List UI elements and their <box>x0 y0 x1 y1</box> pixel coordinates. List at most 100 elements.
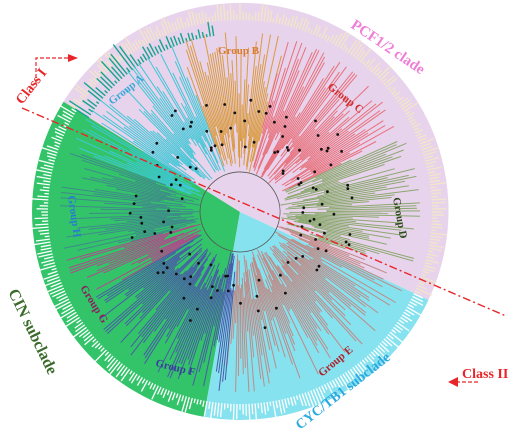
node-dot <box>257 310 260 313</box>
node-dot <box>153 232 156 235</box>
node-dot <box>269 105 272 108</box>
node-dot <box>298 149 301 152</box>
group-b-label: Group B <box>218 45 260 57</box>
node-dot <box>325 249 328 252</box>
outer-bar <box>230 4 231 20</box>
node-dot <box>233 112 236 115</box>
outer-bar <box>227 10 228 20</box>
node-dot <box>239 302 242 305</box>
node-dot <box>312 187 315 190</box>
node-dot <box>175 273 178 276</box>
node-dot <box>220 130 223 133</box>
outer-bar <box>35 224 48 225</box>
node-dot <box>316 269 319 272</box>
node-dot <box>326 150 329 153</box>
node-dot <box>313 218 316 221</box>
class-two-arrow-icon <box>448 377 458 387</box>
node-dot <box>249 99 252 102</box>
node-dot <box>157 271 160 274</box>
outer-bar <box>258 12 259 21</box>
node-dot <box>221 143 224 146</box>
node-dot <box>223 103 226 106</box>
node-dot <box>258 279 261 282</box>
node-dot <box>287 261 290 264</box>
outer-bar <box>432 199 447 200</box>
node-dot <box>279 274 282 277</box>
node-dot <box>224 275 227 278</box>
node-dot <box>314 120 317 123</box>
node-dot <box>183 277 186 280</box>
node-dot <box>351 197 354 200</box>
node-dot <box>171 226 174 229</box>
node-dot <box>273 151 276 154</box>
outer-bar <box>45 236 50 237</box>
node-dot <box>143 230 146 233</box>
node-dot <box>297 177 300 180</box>
node-dot <box>323 232 326 235</box>
node-dot <box>287 149 290 152</box>
node-dot <box>300 181 303 184</box>
outer-bar <box>431 193 441 194</box>
node-dot <box>336 133 339 136</box>
node-dot <box>284 292 287 295</box>
node-dot <box>264 326 267 329</box>
node-dot <box>295 257 298 260</box>
node-dot <box>174 110 177 113</box>
outer-bar <box>258 403 259 408</box>
node-dot <box>179 184 182 187</box>
node-dot <box>167 209 170 212</box>
node-dot <box>284 125 287 128</box>
node-dot <box>314 238 317 241</box>
node-dot <box>152 151 155 154</box>
outer-bar <box>270 402 271 406</box>
node-dot <box>162 262 165 265</box>
outer-bar <box>233 404 234 421</box>
node-dot <box>301 211 304 214</box>
outer-bar <box>255 12 256 21</box>
node-dot <box>189 283 192 286</box>
outer-bar <box>432 224 442 225</box>
outer-bar <box>37 196 48 197</box>
branch <box>327 211 420 212</box>
node-dot <box>131 236 134 239</box>
node-dot <box>333 213 336 216</box>
node-dot <box>189 275 192 278</box>
node-dot <box>253 141 256 144</box>
node-dot <box>171 114 174 117</box>
node-dot <box>340 150 343 153</box>
node-dot <box>135 195 138 198</box>
node-dot <box>275 307 278 310</box>
node-dot <box>315 188 318 191</box>
node-dot <box>286 146 289 149</box>
class-one-arrow-icon <box>68 54 78 62</box>
class-one-label: Class I <box>13 66 50 107</box>
node-dot <box>282 172 285 175</box>
node-dot <box>313 170 316 173</box>
node-dot <box>330 164 333 167</box>
node-dot <box>265 112 268 115</box>
node-dot <box>326 190 329 193</box>
node-dot <box>155 142 158 145</box>
node-dot <box>317 247 320 250</box>
node-dot <box>321 203 324 206</box>
node-dot <box>188 253 191 256</box>
node-dot <box>196 308 199 311</box>
node-dot <box>210 296 213 299</box>
node-dot <box>257 110 260 113</box>
node-dot <box>175 178 178 181</box>
node-dot <box>256 295 259 298</box>
node-dot <box>302 206 305 209</box>
node-dot <box>345 241 348 244</box>
node-dot <box>282 170 285 173</box>
node-dot <box>276 150 279 153</box>
node-dot <box>301 255 304 258</box>
node-dot <box>205 130 208 133</box>
node-dot <box>216 289 219 292</box>
class-two-label: Class II <box>462 367 508 382</box>
node-dot <box>320 148 323 151</box>
node-dot <box>195 167 198 170</box>
node-dot <box>133 202 136 205</box>
node-dot <box>169 231 172 234</box>
node-dot <box>298 183 301 186</box>
